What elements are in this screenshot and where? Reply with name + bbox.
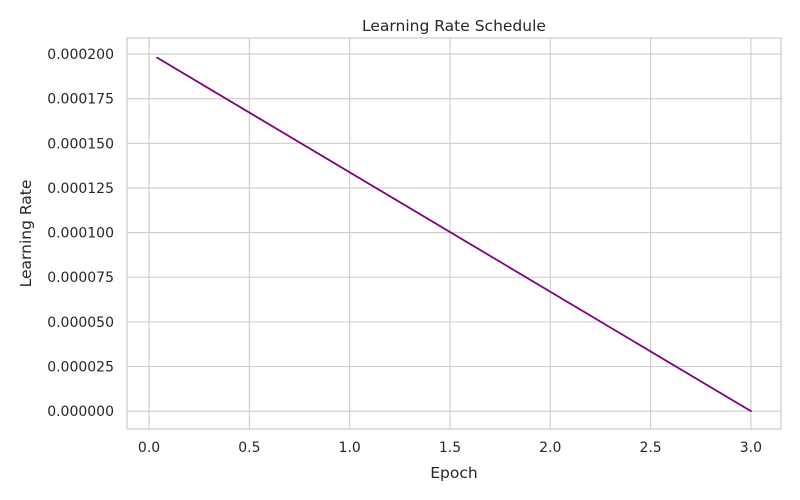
series-line: [156, 56, 752, 413]
y-tick-label: 0.000175: [47, 92, 114, 108]
chart-title: Learning Rate Schedule: [362, 17, 546, 35]
plot-frame: [126, 37, 782, 430]
x-tick-label: 3.0: [740, 440, 762, 456]
y-tick-label: 0.000050: [47, 315, 114, 331]
x-tick-label: 1.0: [339, 440, 361, 456]
x-tick-label: 2.5: [639, 440, 661, 456]
x-tick-label: 0.5: [238, 440, 260, 456]
y-tick-label: 0.000025: [47, 360, 114, 376]
y-tick-label: 0.000125: [47, 181, 114, 197]
y-tick-label: 0.000200: [47, 47, 114, 63]
y-axis-ticks: 0.000000 0.000025 0.000050 0.000075 0.000100…: [47, 47, 114, 420]
y-tick-label: 0.000000: [47, 404, 114, 420]
x-tick-label: 2.0: [539, 440, 561, 456]
x-axis-ticks: 0.0 0.5 1.0 1.5 2.0 2.5 3.0: [138, 440, 762, 456]
x-axis-title: Epoch: [430, 464, 477, 482]
y-tick-label: 0.000150: [47, 136, 114, 152]
y-tick-label: 0.000100: [47, 226, 114, 242]
series-layer: [156, 56, 752, 413]
x-tick-label: 1.5: [439, 440, 461, 456]
grid: [127, 38, 781, 429]
y-tick-label: 0.000075: [47, 270, 114, 286]
x-tick-label: 0.0: [138, 440, 160, 456]
y-axis-title: Learning Rate: [17, 180, 35, 288]
